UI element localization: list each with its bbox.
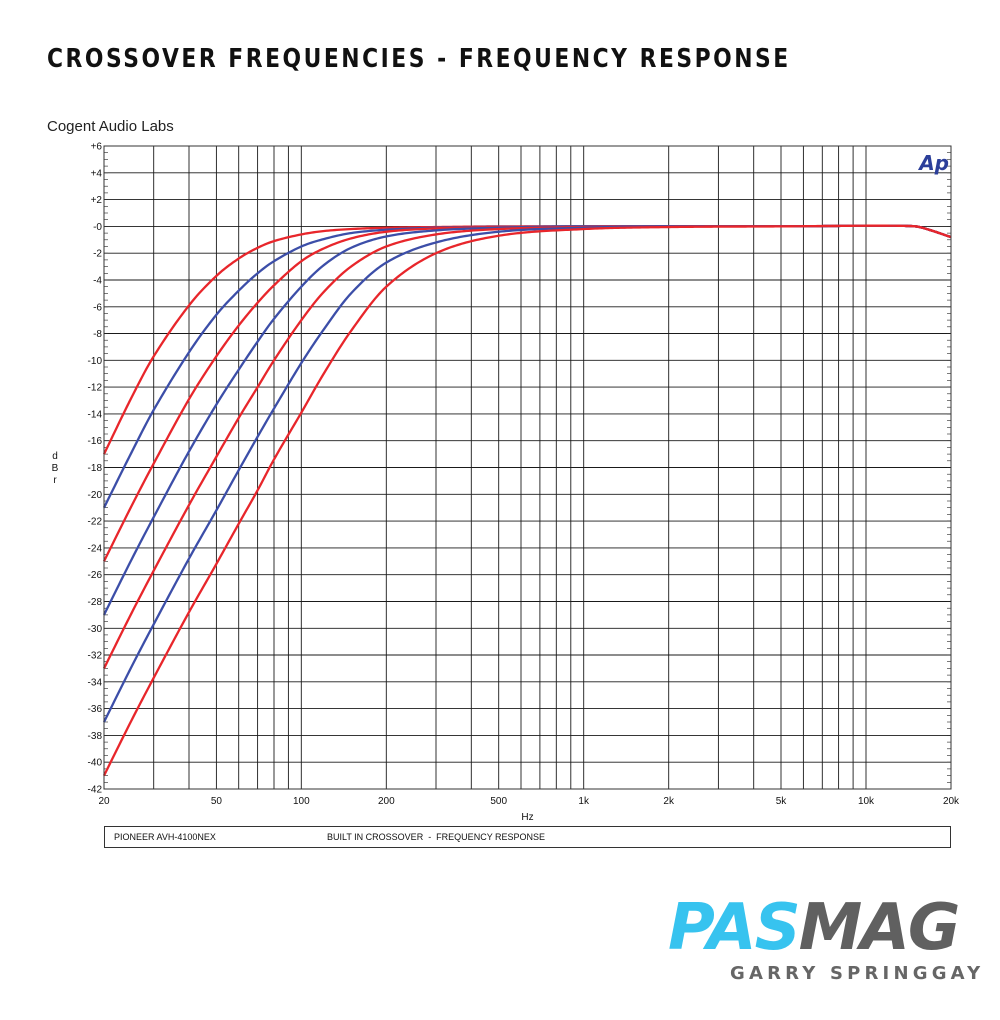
page-title: CROSSOVER FREQUENCIES - FREQUENCY RESPON… (47, 44, 791, 74)
y-tick-label: -26 (88, 570, 103, 581)
y-axis-label-char: B (52, 463, 59, 474)
y-tick-label: +4 (91, 168, 103, 179)
y-tick-label: +6 (91, 142, 103, 153)
y-tick-label: -30 (88, 624, 103, 635)
x-tick-labels: 20 50 100 200 500 1k 2k 5k 10k 20k (98, 796, 960, 807)
plot-frame (103, 145, 952, 790)
x-tick-label: 5k (776, 796, 788, 807)
y-tick-label: -24 (88, 543, 103, 554)
test-description: BUILT IN CROSSOVER - FREQUENCY RESPONSE (327, 832, 546, 842)
lab-name: Cogent Audio Labs (47, 118, 174, 135)
y-tick-label: -4 (93, 276, 102, 287)
ap-logo: Ap (917, 151, 949, 175)
y-tick-label: -2 (93, 249, 102, 260)
y-axis-label-char: r (53, 475, 57, 486)
pasmag-logo-mag: MAG (798, 891, 961, 965)
y-tick-label: -0 (93, 222, 102, 233)
x-tick-label: 100 (293, 796, 310, 807)
device-name: PIONEER AVH-4100NEX (114, 832, 216, 842)
pasmag-logo-pas: PAS (668, 891, 801, 965)
x-tick-label: 500 (490, 796, 507, 807)
y-tick-label: -32 (88, 651, 103, 662)
y-tick-label: -34 (88, 677, 103, 688)
author-name: GARRY SPRINGGAY (730, 963, 985, 984)
x-tick-label: 50 (211, 796, 223, 807)
y-tick-label: -40 (88, 758, 103, 769)
x-tick-label: 20 (98, 796, 110, 807)
x-axis-label: Hz (521, 812, 533, 823)
y-tick-label: -22 (88, 517, 103, 528)
x-tick-label: 1k (578, 796, 590, 807)
x-tick-label: 2k (663, 796, 675, 807)
y-tick-label: -10 (88, 356, 103, 367)
y-tick-label: -28 (88, 597, 103, 608)
y-tick-label: -36 (88, 704, 103, 715)
y-tick-labels: +6 +4 +2 -0 -2 -4 -6 -8 -10 -12 -14 -16 -18 -20 -22 -24… (88, 142, 103, 796)
y-tick-label: -38 (88, 731, 103, 742)
series-layer (102, 224, 952, 777)
y-tick-label: +2 (91, 195, 103, 206)
y-tick-label: -20 (88, 490, 103, 501)
y-tick-label: -18 (88, 463, 103, 474)
y-tick-label: -6 (93, 302, 102, 313)
y-axis-label: dBr (52, 451, 59, 486)
y-tick-label: -16 (88, 436, 103, 447)
x-tick-label: 20k (943, 796, 960, 807)
y-axis-label-char: d (52, 451, 58, 462)
y-tick-label: -12 (88, 383, 103, 394)
chart-footer: PIONEER AVH-4100NEX BUILT IN CROSSOVER -… (104, 826, 951, 848)
series-line-7 (102, 224, 952, 777)
axis-minor-ticks (104, 145, 951, 790)
y-tick-label: -14 (88, 409, 103, 420)
x-tick-label: 200 (378, 796, 395, 807)
y-tick-label: -8 (93, 329, 102, 340)
pasmag-logo: PASMAG (668, 896, 960, 960)
y-tick-label: -42 (88, 785, 103, 796)
x-tick-label: 10k (858, 796, 875, 807)
